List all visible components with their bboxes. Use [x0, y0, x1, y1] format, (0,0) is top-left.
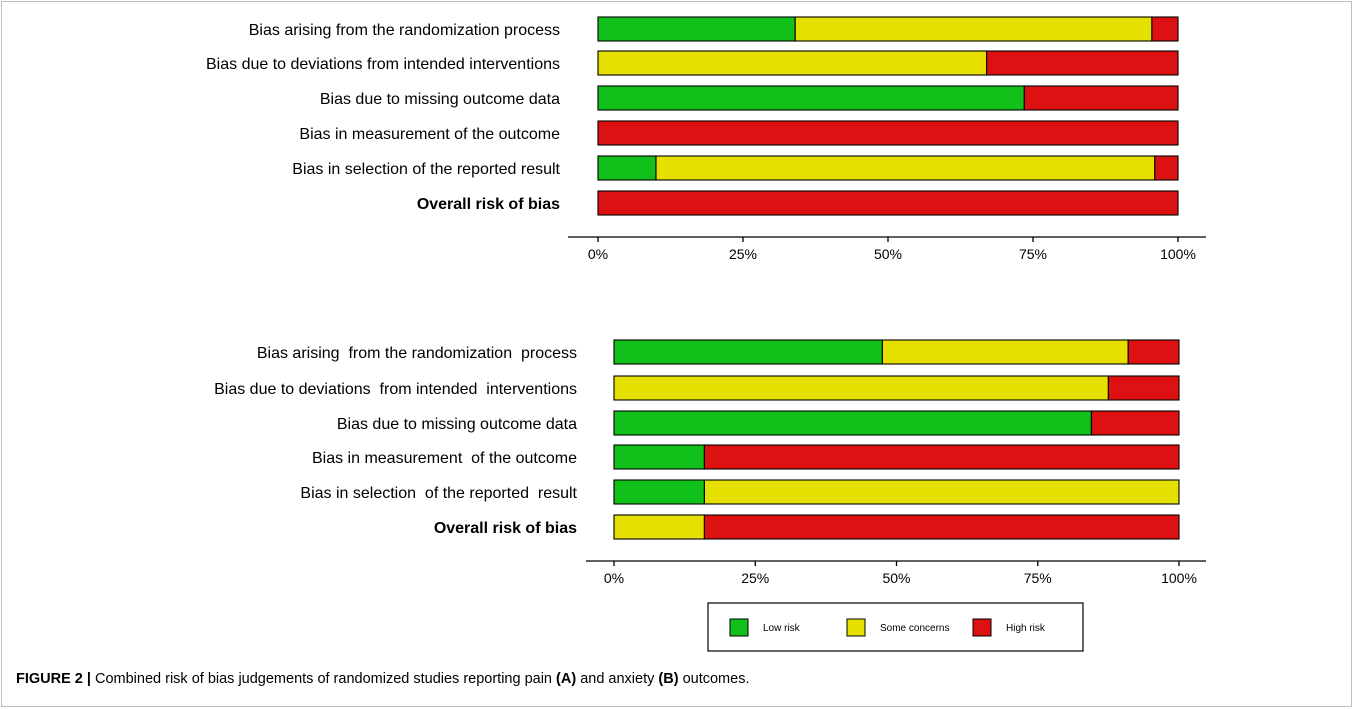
panel-a-bar-high-risk [1151, 16, 1179, 42]
panel-b-chart: Bias arising from the randomization proc… [214, 339, 1206, 586]
panel-b-x-tick-label: 25% [741, 570, 769, 586]
panel-a-bar-some-concerns [597, 50, 988, 76]
panel-b-bar-some-concerns [703, 479, 1180, 505]
caption-text-2: and anxiety [576, 671, 659, 687]
legend-label-high-risk: High risk [1006, 623, 1046, 634]
caption-figure-label: FIGURE 2 | [16, 671, 91, 687]
panel-b-bar-some-concerns [613, 375, 1109, 401]
legend-label-some-concerns: Some concerns [880, 623, 949, 634]
panel-b-bar-low-risk [613, 339, 883, 365]
panel-a-category-label: Overall risk of bias [417, 196, 560, 213]
panel-b-category-label: Bias due to missing outcome data [337, 416, 577, 433]
panel-a-x-tick-label: 0% [588, 246, 608, 262]
panel-a-category-label: Bias due to missing outcome data [320, 91, 560, 108]
caption-label-a: (A) [556, 671, 577, 687]
panel-a-bar-low-risk [597, 16, 796, 42]
panel-a-x-tick-label: 100% [1160, 246, 1196, 262]
legend-label-low-risk: Low risk [763, 623, 801, 634]
panel-a-bar-low-risk [597, 85, 1025, 111]
panel-b-bar-low-risk [613, 410, 1092, 436]
panel-a-chart: Bias arising from the randomization proc… [206, 16, 1206, 262]
panel-a-bar-low-risk [597, 155, 657, 181]
panel-a-category-label: Bias in measurement of the outcome [299, 126, 560, 143]
panel-b-category-label: Bias arising from the randomization proc… [257, 345, 577, 362]
panel-a-category-label: Bias due to deviations from intended int… [206, 56, 560, 73]
panel-a-bar-high-risk [1154, 155, 1179, 181]
panel-a-bar-some-concerns [655, 155, 1156, 181]
panel-b-bar-low-risk [613, 444, 705, 470]
legend-swatch-high-risk [972, 618, 992, 637]
panel-b-category-label: Bias due to deviations from intended int… [214, 381, 577, 398]
panel-a-x-tick-label: 25% [729, 246, 757, 262]
panel-b-x-tick-label: 100% [1161, 570, 1197, 586]
panel-b-category-label: Overall risk of bias [434, 520, 577, 537]
panel-b-bar-high-risk [703, 444, 1180, 470]
caption-label-b: (B) [658, 671, 679, 687]
panel-a-category-label: Bias in selection of the reported result [292, 161, 560, 178]
risk-of-bias-figure: Bias arising from the randomization proc… [206, 16, 1206, 652]
panel-b-bar-high-risk [1107, 375, 1180, 401]
panel-b-bar-high-risk [1090, 410, 1180, 436]
figure-caption: FIGURE 2 | Combined risk of bias judgeme… [16, 671, 749, 687]
legend-swatch-some-concerns [846, 618, 866, 637]
panel-b-category-label: Bias in selection of the reported result [300, 485, 577, 502]
panel-a-bar-high-risk [597, 190, 1179, 216]
panel-b-category-label: Bias in measurement of the outcome [312, 450, 577, 467]
panel-a-bar-high-risk [986, 50, 1179, 76]
panel-b-x-tick-label: 0% [604, 570, 624, 586]
legend-box [707, 602, 1084, 652]
panel-a-bar-high-risk [1023, 85, 1179, 111]
legend: Low risk Some concerns High risk [707, 602, 1084, 652]
panel-b-bar-some-concerns [613, 514, 705, 540]
panel-b-x-tick-label: 75% [1024, 570, 1052, 586]
panel-b-x-tick-label: 50% [882, 570, 910, 586]
panel-a-category-label: Bias arising from the randomization proc… [249, 22, 560, 39]
panel-b-bar-high-risk [703, 514, 1180, 540]
panel-a-bar-high-risk [597, 120, 1179, 146]
caption-text-3: outcomes. [678, 671, 750, 687]
caption-text-1: Combined risk of bias judgements of rand… [90, 671, 557, 687]
panel-a-x-tick-label: 75% [1019, 246, 1047, 262]
panel-a-bar-some-concerns [794, 16, 1153, 42]
panel-b-bar-high-risk [1127, 339, 1180, 365]
panel-a-x-tick-label: 50% [874, 246, 902, 262]
panel-b-bar-low-risk [613, 479, 705, 505]
panel-b-bar-some-concerns [881, 339, 1129, 365]
legend-swatch-low-risk [729, 618, 749, 637]
